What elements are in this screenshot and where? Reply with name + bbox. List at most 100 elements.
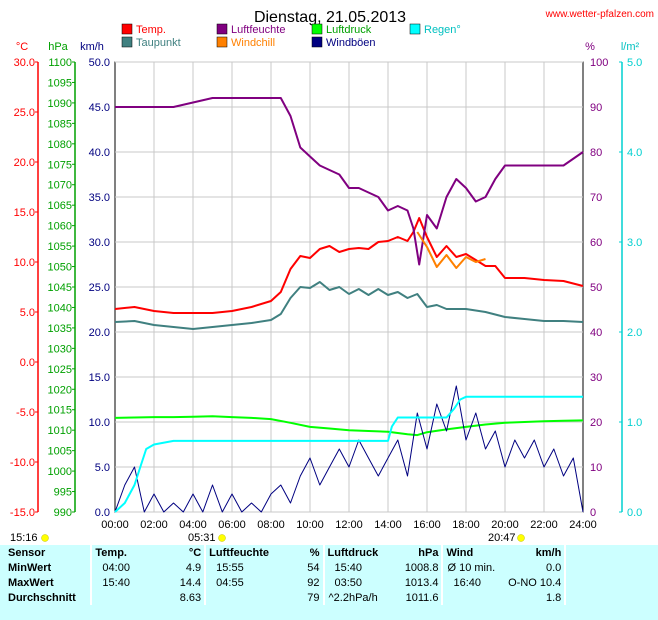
x-tick-label: 02:00	[140, 519, 168, 531]
y-tick-label-pressure_hpa: 1090	[48, 98, 72, 110]
y-tick-label-wind_kmh: 45.0	[89, 102, 110, 114]
press-value: 1013.4	[404, 576, 439, 589]
sunset-moon-icon	[517, 534, 525, 542]
axes: 00:00 02:00 04:00 06:00 08:00 10:00 12:00 14:00…	[10, 57, 642, 531]
series-line-regen	[114, 395, 583, 513]
col-wind-unit: km/h	[535, 546, 562, 559]
weather-chart: Dienstag, 21.05.2013 www.wetter-pfalzen.…	[9, 9, 654, 544]
sunset-time: 20:47	[488, 532, 516, 544]
temp-value: 8.63	[179, 591, 202, 604]
x-tick-label: 00:00	[101, 519, 129, 531]
wind-value: 0.0	[546, 561, 562, 574]
left-sun-icon	[41, 534, 49, 542]
series-line-temp	[114, 217, 584, 314]
y-tick-label-temp_c: -15.0	[10, 507, 35, 519]
wind-value: O-NO 10.4	[508, 576, 562, 589]
sunrise-sun-icon	[218, 534, 226, 542]
y-tick-label-humidity_pct: 10	[590, 462, 602, 474]
legend-swatch	[311, 23, 323, 35]
col-pressure: Luftdruck	[322, 545, 392, 560]
y-tick-label-rain_lm2: 0.0	[627, 507, 642, 519]
x-tick-label: 08:00	[257, 519, 285, 531]
y-tick-label-rain_lm2: 5.0	[627, 57, 642, 69]
y-tick-label-wind_kmh: 0.0	[95, 507, 110, 519]
x-tick-label: 12:00	[335, 519, 363, 531]
y-tick-label-pressure_hpa: 1035	[48, 323, 72, 335]
y-tick-label-pressure_hpa: 1005	[48, 446, 72, 458]
empty-cell	[564, 590, 658, 605]
y-tick-label-pressure_hpa: 1055	[48, 241, 72, 253]
y-tick-label-pressure_hpa: 1065	[48, 200, 72, 212]
y-tick-label-wind_kmh: 10.0	[89, 417, 110, 429]
y-tick-label-pressure_hpa: 1050	[48, 262, 72, 274]
y-tick-label-rain_lm2: 3.0	[627, 237, 642, 249]
wind-time	[441, 590, 506, 605]
sun-markers: 15:16 05:31 20:47	[10, 532, 525, 544]
y-tick-label-pressure_hpa: 990	[54, 507, 72, 519]
wind-time: Ø 10 min.	[441, 560, 506, 575]
y-tick-label-pressure_hpa: 1000	[48, 466, 72, 478]
empty-cell	[564, 575, 658, 590]
unit-rain: l/m²	[621, 41, 640, 53]
y-tick-label-pressure_hpa: 1045	[48, 282, 72, 294]
stats-row-max: MaxWert 15:40 14.4 04:55 92 03:50 1013.4…	[0, 575, 658, 590]
stats-header-row: Sensor Temp. °C Luftfeuchte % Luftdruck …	[0, 545, 658, 560]
y-tick-label-humidity_pct: 70	[590, 192, 602, 204]
legend-label: Windböen	[326, 37, 376, 49]
unit-pressure: hPa	[48, 41, 68, 53]
y-tick-label-pressure_hpa: 1070	[48, 180, 72, 192]
legend-swatch	[409, 23, 421, 35]
y-tick-label-temp_c: 15.0	[14, 207, 35, 219]
col-wind: Wind	[441, 545, 506, 560]
y-tick-label-temp_c: 30.0	[14, 57, 35, 69]
stats-table: Sensor Temp. °C Luftfeuchte % Luftdruck …	[0, 545, 658, 620]
press-time: ^2.2hPa/h	[322, 590, 392, 605]
hum-time: 15:55	[204, 560, 292, 575]
temp-time: 15:40	[90, 575, 148, 590]
temp-value: 4.9	[185, 561, 202, 574]
empty-col	[564, 545, 658, 560]
y-tick-label-pressure_hpa: 1010	[48, 425, 72, 437]
y-tick-label-pressure_hpa: 1060	[48, 221, 72, 233]
row-label: MaxWert	[8, 576, 54, 589]
stats-row-avg: Durchschnitt 8.63 79 ^2.2hPa/h 1011.6 1.…	[0, 590, 658, 605]
y-tick-label-pressure_hpa: 1030	[48, 343, 72, 355]
x-tick-label: 10:00	[296, 519, 324, 531]
legend-swatch	[121, 36, 133, 48]
unit-wind: km/h	[80, 41, 104, 53]
y-tick-label-wind_kmh: 35.0	[89, 192, 110, 204]
y-tick-label-wind_kmh: 50.0	[89, 57, 110, 69]
y-tick-label-wind_kmh: 15.0	[89, 372, 110, 384]
stats-row-min: MinWert 04:00 4.9 15:55 54 15:40 1008.8 …	[0, 560, 658, 575]
y-tick-label-humidity_pct: 0	[590, 507, 596, 519]
col-sensor: Sensor	[8, 546, 46, 559]
y-tick-label-wind_kmh: 40.0	[89, 147, 110, 159]
y-tick-label-pressure_hpa: 1075	[48, 159, 72, 171]
left-time: 15:16	[10, 532, 38, 544]
y-tick-label-humidity_pct: 40	[590, 327, 602, 339]
wind-time: 16:40	[441, 575, 506, 590]
x-tick-label: 04:00	[179, 519, 207, 531]
press-time: 15:40	[322, 560, 392, 575]
legend-label: Temp.	[136, 24, 166, 36]
x-tick-label: 06:00	[218, 519, 246, 531]
series-line-luftfeuchte	[115, 97, 584, 266]
legend-label: Luftdruck	[326, 24, 372, 36]
wind-value: 1.8	[546, 591, 562, 604]
y-tick-label-wind_kmh: 20.0	[89, 327, 110, 339]
unit-humidity: %	[585, 41, 595, 53]
y-tick-label-temp_c: 10.0	[14, 257, 35, 269]
hum-time: 04:55	[204, 575, 292, 590]
row-label: MinWert	[8, 561, 52, 574]
y-tick-label-humidity_pct: 80	[590, 147, 602, 159]
chart-title: Dienstag, 21.05.2013	[254, 9, 406, 26]
col-humidity: Luftfeuchte	[204, 545, 292, 560]
sunrise-time: 05:31	[188, 532, 216, 544]
y-tick-label-humidity_pct: 30	[590, 372, 602, 384]
unit-temp: °C	[16, 41, 28, 53]
series-line-taupunkt	[114, 281, 584, 330]
x-tick-label: 22:00	[530, 519, 558, 531]
legend-label: Windchill	[231, 37, 275, 49]
y-tick-label-temp_c: 0.0	[20, 357, 35, 369]
